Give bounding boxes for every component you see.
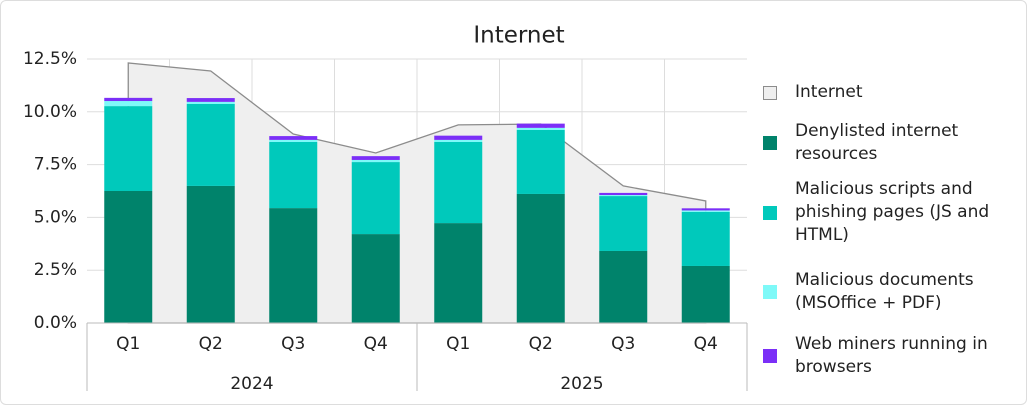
legend-swatch — [763, 85, 777, 100]
y-tick-label: 2.5% — [34, 260, 77, 280]
bar-segment — [186, 101, 235, 104]
bar-segment — [681, 208, 730, 211]
bar-segment — [434, 142, 483, 224]
x-tick-label: Q4 — [364, 334, 388, 354]
x-tick-label: Q1 — [446, 334, 470, 354]
legend-label: Denylisted internet resources — [795, 121, 959, 164]
bar-segment — [434, 139, 483, 143]
bar-segment — [516, 193, 565, 323]
x-tick-label: Q2 — [529, 334, 553, 354]
bar-segment — [599, 250, 648, 323]
legend-swatch — [763, 285, 777, 299]
bar-segment — [186, 98, 235, 102]
legend-label: Web miners running in browsers — [795, 334, 988, 377]
legend-label: Malicious documents (MSOffice + PDF) — [795, 270, 974, 313]
bar-segment — [434, 223, 483, 323]
bar-segment — [351, 159, 400, 163]
bar-segment — [351, 234, 400, 323]
group-label: 2025 — [560, 374, 603, 394]
legend-item: Internet — [763, 81, 1023, 104]
bar-segment — [599, 195, 648, 197]
legend-label: Malicious scripts and phishing pages (JS… — [795, 179, 990, 245]
legend-item: Web miners running in browsers — [763, 333, 1023, 379]
y-tick-label: 10.0% — [23, 102, 77, 122]
x-tick-label: Q1 — [116, 334, 140, 354]
bar-segment — [104, 97, 153, 102]
bar-segment — [269, 142, 318, 209]
legend-item: Malicious documents (MSOffice + PDF) — [763, 269, 1023, 315]
bar-segment — [599, 192, 648, 196]
bar-segment — [434, 135, 483, 140]
bar-segment — [516, 129, 565, 194]
y-tick-label: 0.0% — [34, 313, 77, 333]
bar-segment — [599, 196, 648, 251]
bar-segment — [269, 136, 318, 140]
x-tick-label: Q2 — [199, 334, 223, 354]
legend-item: Denylisted internet resources — [763, 120, 1023, 166]
x-tick-label: Q3 — [611, 334, 635, 354]
bar-segment — [186, 103, 235, 186]
bar-segment — [681, 211, 730, 266]
bar-segment — [681, 265, 730, 323]
bar-segment — [104, 101, 153, 107]
bar-segment — [516, 123, 565, 128]
bar-segment — [104, 191, 153, 323]
y-tick-label: 12.5% — [23, 49, 77, 69]
legend-swatch — [763, 349, 777, 363]
y-tick-label: 7.5% — [34, 155, 77, 175]
legend-label: Internet — [795, 82, 863, 102]
x-tick-label: Q3 — [281, 334, 305, 354]
bar-segment — [104, 106, 153, 191]
bar-segment — [516, 127, 565, 130]
legend-swatch — [763, 205, 777, 220]
bar-segment — [269, 208, 318, 323]
group-label: 2024 — [230, 374, 273, 394]
legend-swatch — [763, 136, 777, 150]
bar-segment — [351, 156, 400, 160]
y-tick-label: 5.0% — [34, 207, 77, 227]
bar-segment — [186, 185, 235, 323]
bar-segment — [681, 210, 730, 212]
legend-item: Malicious scripts and phishing pages (JS… — [763, 178, 1023, 247]
bar-segment — [269, 139, 318, 143]
x-tick-label: Q4 — [694, 334, 718, 354]
chart-title: Internet — [473, 23, 564, 49]
bar-segment — [351, 162, 400, 235]
